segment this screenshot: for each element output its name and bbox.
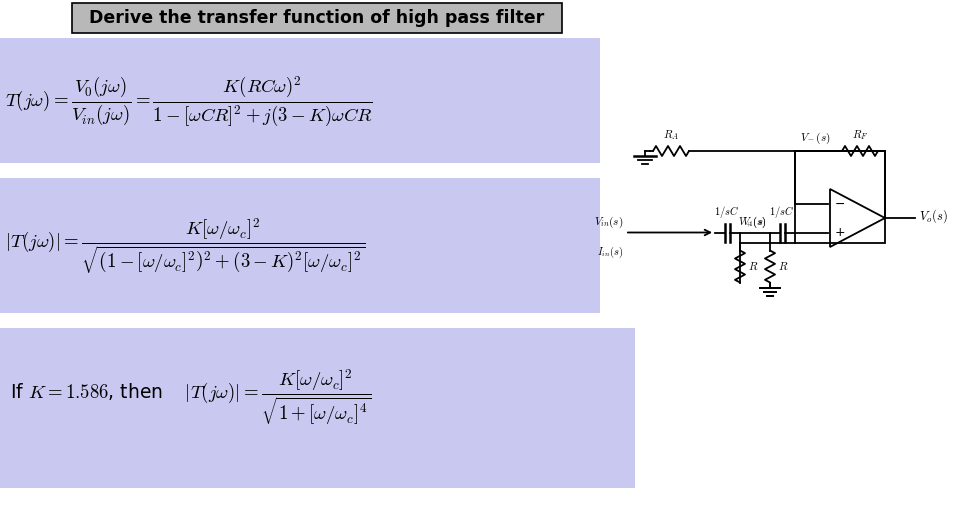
Text: $T(j\omega)=\dfrac{V_0(j\omega)}{V_{in}(j\omega)}=\dfrac{K(RC\omega)^2}{1-[\omeg: $T(j\omega)=\dfrac{V_0(j\omega)}{V_{in}(… [5,74,373,128]
Text: $V_{in}(s)$: $V_{in}(s)$ [594,214,623,230]
Text: $R$: $R$ [748,261,758,272]
Text: Derive the transfer function of high pass filter: Derive the transfer function of high pas… [90,9,545,27]
Bar [72,3,562,33]
Text: $1/sC$: $1/sC$ [714,204,739,219]
Text: $1/sC$: $1/sC$ [770,204,795,219]
Bar [795,151,885,242]
Bar [0,178,600,313]
Text: $V_+(s)$: $V_+(s)$ [739,214,767,230]
Bar [0,328,635,488]
Text: $+$: $+$ [835,226,846,239]
Text: $I_{in}(s)$: $I_{in}(s)$ [597,244,623,260]
Text: $V_o(s)$: $V_o(s)$ [919,207,948,225]
Bar [0,38,600,163]
Text: $|T(j\omega)|=\dfrac{K[\omega/\omega_c]^2}{\sqrt{\left(1-[\omega/\omega_c]^2\rig: $|T(j\omega)|=\dfrac{K[\omega/\omega_c]^… [5,216,365,276]
Text: $R_A$: $R_A$ [663,128,679,142]
Text: $V_1(s)$: $V_1(s)$ [742,214,767,230]
Text: $V_-(s)$: $V_-(s)$ [800,131,831,146]
Text: $-$: $-$ [835,197,846,210]
Text: If $K=1.586$, then $\quad|T(j\omega)|=\dfrac{K[\omega/\omega_c]^2}{\sqrt{1+[\ome: If $K=1.586$, then $\quad|T(j\omega)|=\d… [10,368,372,428]
Text: $R$: $R$ [778,261,788,272]
Text: $R_F$: $R_F$ [851,128,868,142]
